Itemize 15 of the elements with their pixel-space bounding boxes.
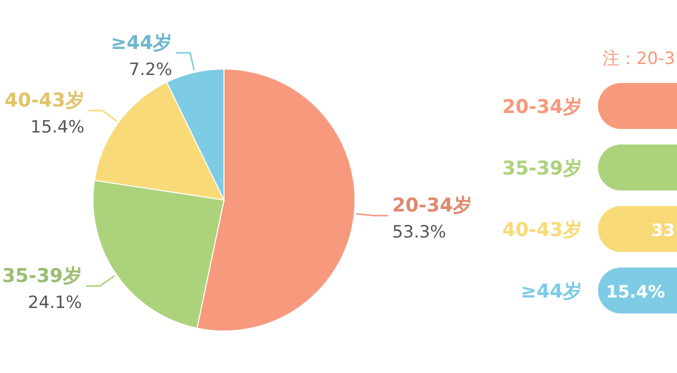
category-label: 40-43岁 — [502, 219, 582, 241]
data-label: 53.3% — [392, 222, 446, 243]
data-label: 15.4% — [30, 117, 84, 138]
text: 33 — [651, 221, 675, 241]
data-label: 24.1% — [28, 293, 82, 314]
category-label: 20-34岁 — [502, 96, 582, 118]
slice-label: 35-39岁 — [2, 265, 82, 288]
slice-label: ≥44岁 — [110, 32, 172, 54]
text: 注：20-3 — [602, 49, 675, 69]
data-label: 7.2% — [128, 60, 172, 80]
slice-label: 40-43岁 — [4, 89, 84, 112]
text: 15.4% — [606, 282, 665, 302]
category-label: 35-39岁 — [502, 158, 582, 180]
slice-label: 20-34岁 — [392, 194, 472, 217]
category-label: ≥44岁 — [520, 280, 582, 302]
